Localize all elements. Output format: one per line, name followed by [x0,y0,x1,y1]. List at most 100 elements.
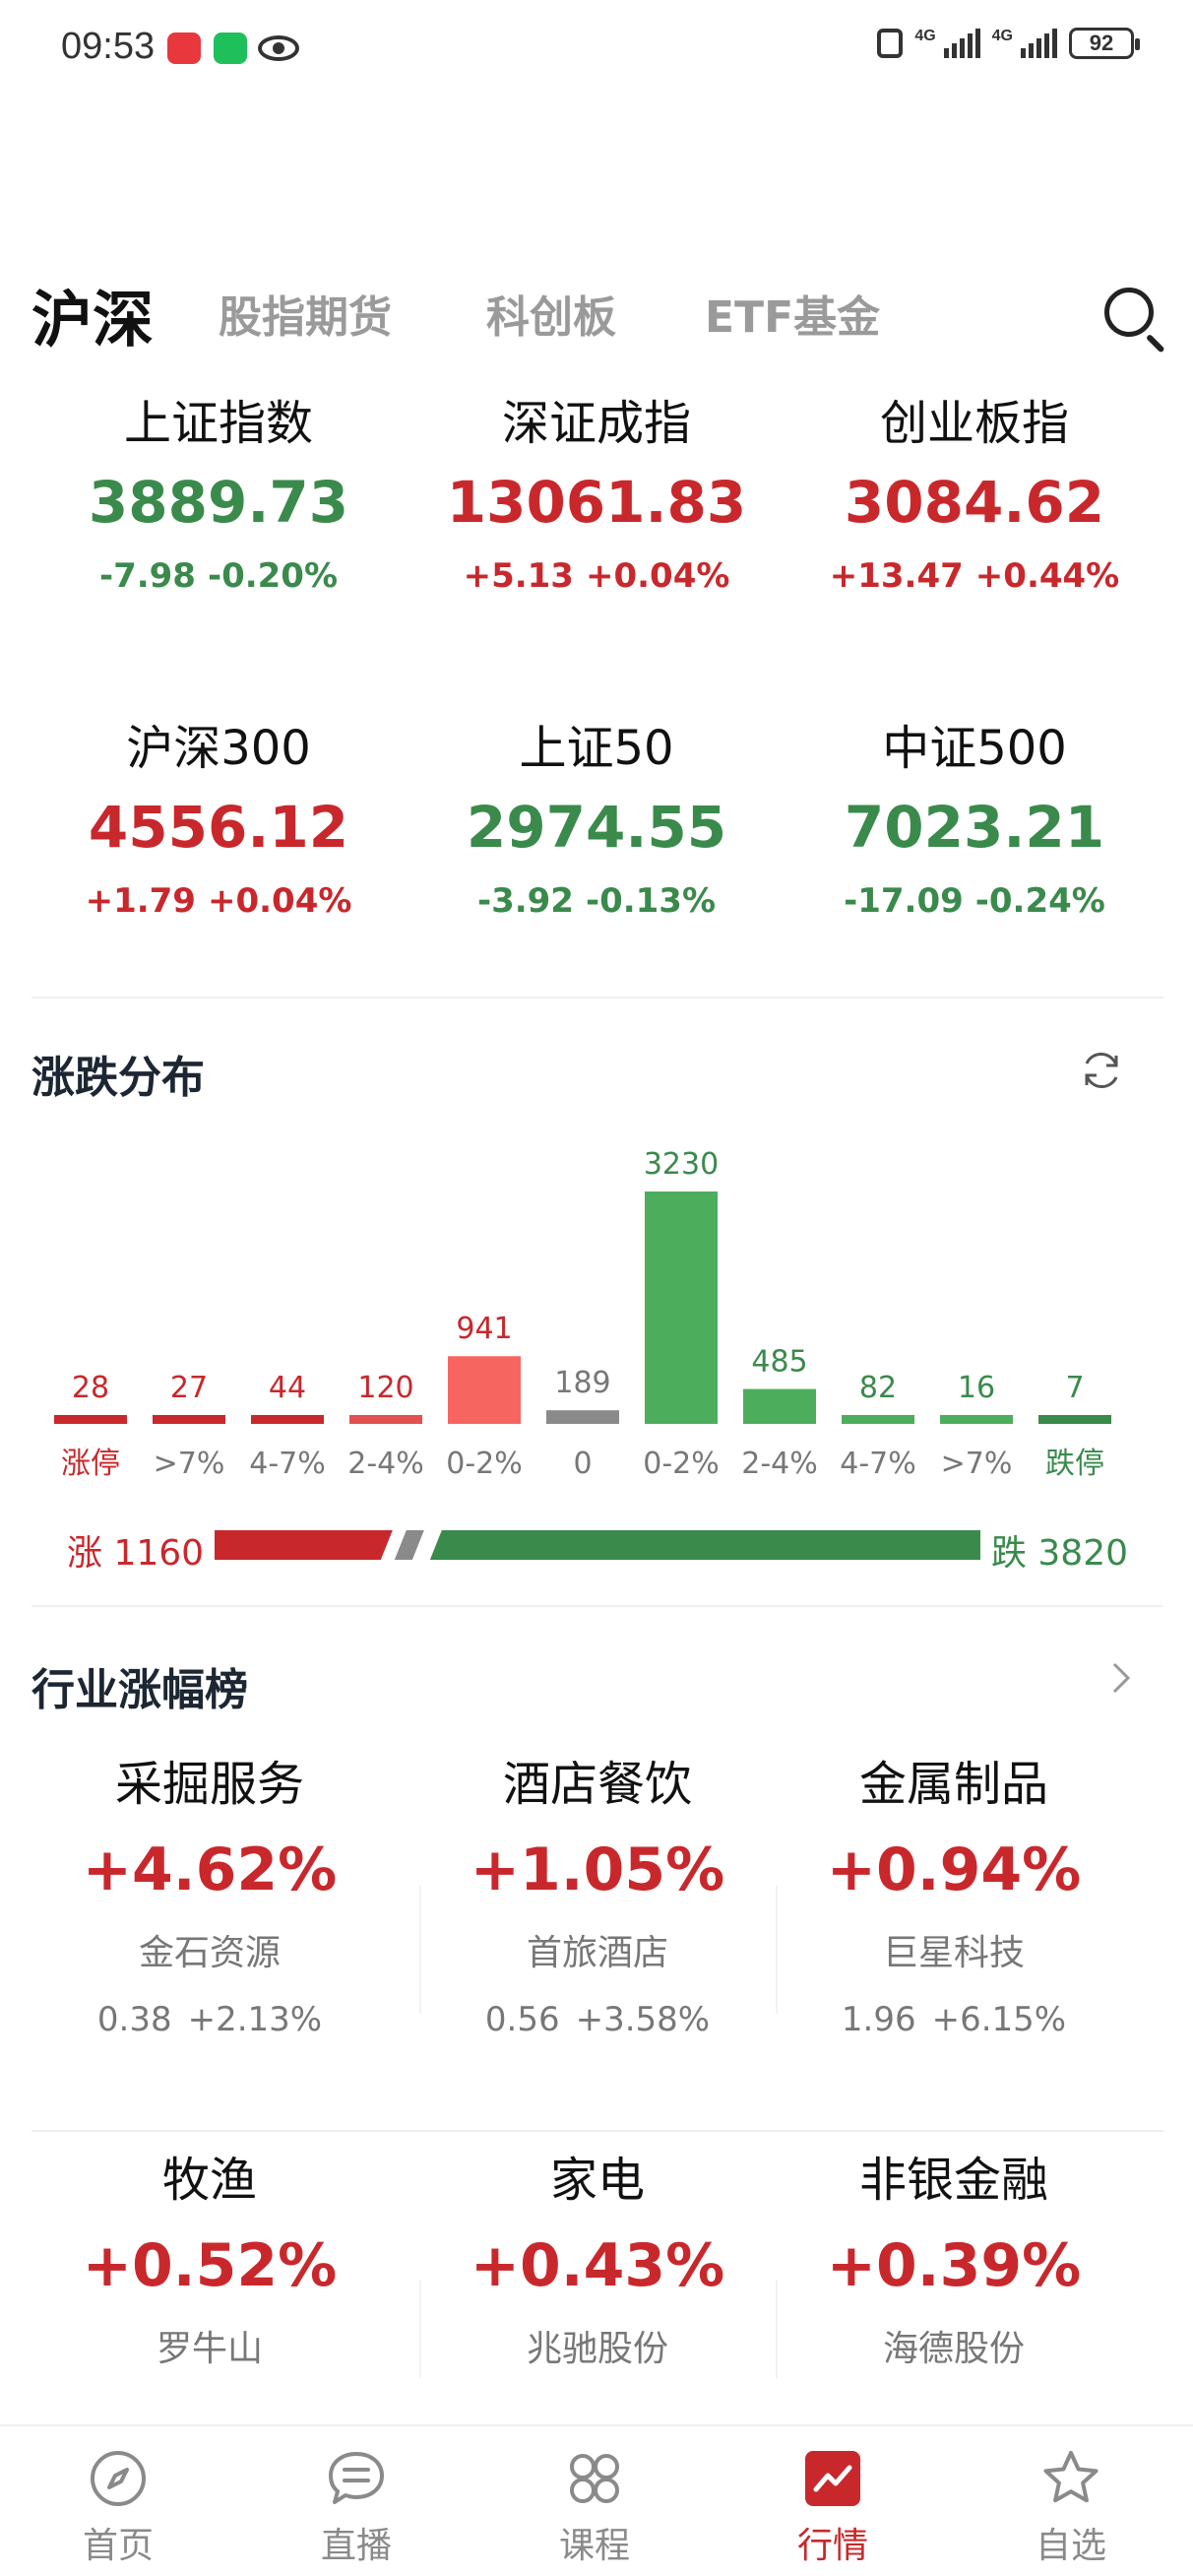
tab-index-futures[interactable]: 股指期货 [219,292,392,343]
industry-card[interactable]: 牧渔 +0.52% 罗牛山 [31,2144,388,2384]
wechat-notification-icon [214,32,247,64]
index-card[interactable]: 深证成指 13061.83 +5.13 +0.04% [408,389,785,606]
distribution-value-label: 82 [859,1371,897,1405]
leading-stock: 首旅酒店 [526,1933,668,1973]
divider [31,2130,1163,2132]
distribution-bar [1038,1415,1111,1424]
index-value: 4556.12 [88,794,349,861]
nav-home[interactable]: 首页 [20,2448,217,2568]
star-icon [1043,2451,1099,2503]
ratio-flat-segment [394,1530,424,1560]
distribution-bar [743,1388,816,1424]
battery-icon: 92 [1069,28,1140,59]
bottom-nav: 首页 直播 课程 行情 自选 [0,2424,1193,2576]
distribution-category-label: 涨停 [61,1447,120,1481]
market-tabs: 沪深 股指期货 科创板 ETF基金 [31,264,1165,355]
distribution-value-label: 485 [751,1345,807,1380]
distribution-title: 涨跌分布 [31,1053,205,1103]
index-value: 7023.21 [844,794,1105,861]
distribution-value-label: 120 [357,1371,413,1405]
industry-pct: +0.43% [470,2231,725,2300]
index-name: 创业板指 [879,396,1069,451]
index-card[interactable]: 创业板指 3084.62 +13.47 +0.44% [785,389,1163,606]
leading-stock: 罗牛山 [156,2329,263,2369]
industry-name: 金属制品 [858,1757,1048,1812]
tab-hushen[interactable]: 沪深 [31,284,155,355]
distribution-bar [153,1415,225,1424]
network-type-2: 4G [991,28,1013,44]
industry-pct: +0.52% [82,2231,338,2300]
distribution-category-label: 0 [573,1447,592,1481]
industry-pct: +0.39% [826,2231,1082,2300]
nfc-icon [877,29,904,58]
divider [31,997,1163,998]
distribution-category-label: 4-7% [249,1447,326,1481]
refresh-icon[interactable] [1077,1046,1126,1095]
industry-card[interactable]: 酒店餐饮 +1.05% 首旅酒店 0.56 +3.58% [419,1748,776,2051]
divider [31,1605,1163,1607]
index-name: 上证50 [519,721,674,776]
distribution-value-label: 3230 [644,1147,719,1182]
index-change: -7.98 -0.20% [98,556,339,596]
tab-star-market[interactable]: 科创板 [486,292,616,343]
leading-stock: 兆驰股份 [526,2329,668,2369]
industry-name: 非银金融 [858,2153,1048,2208]
index-name: 深证成指 [501,396,691,451]
industry-card[interactable]: 非银金融 +0.39% 海德股份 [776,2144,1132,2384]
distribution-bar [54,1415,127,1424]
nav-market[interactable]: 行情 [734,2448,931,2568]
index-card[interactable]: 上证指数 3889.73 -7.98 -0.20% [30,389,408,606]
index-change: +5.13 +0.04% [463,556,730,596]
index-change: -3.92 -0.13% [476,881,717,921]
index-value: 2974.55 [466,794,727,861]
eye-icon [258,35,299,61]
search-icon [1104,288,1154,337]
leading-stock-stats: 0.38 +2.13% [96,2000,323,2039]
industry-pct: +4.62% [82,1835,338,1904]
distribution-bar [645,1191,718,1424]
nav-live[interactable]: 直播 [258,2448,455,2568]
industry-card[interactable]: 家电 +0.43% 兆驰股份 [419,2144,776,2384]
grid-icon [570,2454,619,2503]
nav-watchlist[interactable]: 自选 [973,2448,1169,2568]
industry-card[interactable]: 金属制品 +0.94% 巨星科技 1.96 +6.15% [776,1748,1132,2051]
down-count-label: 跌 3820 [990,1533,1128,1574]
leading-stock: 金石资源 [138,1933,281,1973]
distribution-value-label: 27 [170,1371,208,1405]
index-name: 上证指数 [123,396,313,451]
distribution-bar [842,1415,914,1424]
index-card[interactable]: 沪深300 4556.12 +1.79 +0.04% [30,714,408,931]
chevron-right-icon[interactable] [1106,1658,1136,1698]
ratio-down-segment [429,1530,980,1560]
index-value: 3084.62 [844,469,1105,536]
trend-icon [805,2451,860,2506]
distribution-value-label: 7 [1065,1371,1084,1405]
distribution-category-label: 跌停 [1045,1447,1104,1481]
index-change: -17.09 -0.24% [844,881,1105,921]
distribution-category-label: 2-4% [741,1447,818,1481]
index-card[interactable]: 上证50 2974.55 -3.92 -0.13% [408,714,785,931]
index-card[interactable]: 中证500 7023.21 -17.09 -0.24% [785,714,1163,931]
index-name: 中证500 [882,721,1067,776]
distribution-category-label: >7% [941,1447,1013,1481]
nav-course[interactable]: 课程 [496,2448,693,2568]
leading-stock: 海德股份 [882,2329,1025,2369]
index-change: +1.79 +0.04% [85,881,352,921]
industry-card[interactable]: 采掘服务 +4.62% 金石资源 0.38 +2.13% [31,1748,388,2051]
distribution-value-label: 44 [269,1371,306,1405]
distribution-value-label: 941 [456,1312,512,1346]
distribution-value-label: 189 [554,1366,610,1400]
distribution-category-label: 0-2% [446,1447,523,1481]
chat-icon [329,2452,384,2504]
status-indicators: 4G 4G 92 [877,28,1140,59]
nav-watchlist-label: 自选 [1035,2526,1106,2566]
distribution-bar [546,1410,619,1424]
leading-stock-stats: 1.96 +6.15% [841,2000,1067,2039]
nav-market-label: 行情 [796,2526,868,2566]
tab-etf[interactable]: ETF基金 [705,292,881,343]
nav-course-label: 课程 [558,2526,630,2566]
up-count-label: 涨 1160 [67,1533,205,1574]
distribution-category-label: 4-7% [840,1447,916,1481]
search-button[interactable] [1102,286,1165,354]
industry-pct: +1.05% [470,1835,725,1904]
